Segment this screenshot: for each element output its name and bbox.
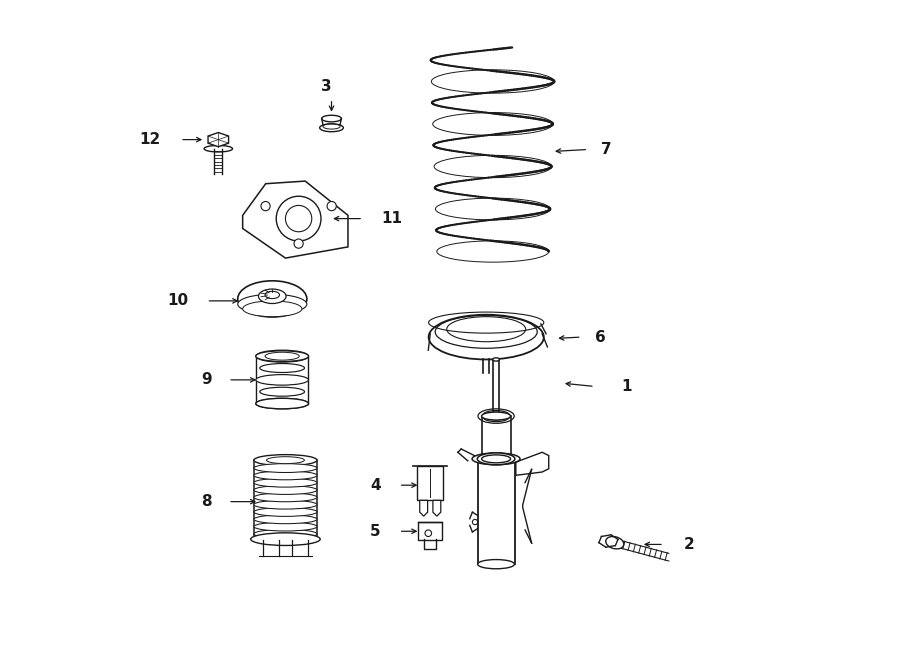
Polygon shape	[419, 500, 428, 516]
Ellipse shape	[238, 294, 307, 314]
Ellipse shape	[238, 281, 307, 317]
Ellipse shape	[493, 358, 500, 361]
Ellipse shape	[254, 463, 317, 473]
Ellipse shape	[321, 115, 341, 122]
Polygon shape	[433, 500, 441, 516]
Ellipse shape	[320, 124, 344, 132]
Circle shape	[425, 530, 432, 537]
Ellipse shape	[478, 560, 515, 568]
Text: 9: 9	[201, 372, 212, 387]
Ellipse shape	[254, 522, 317, 531]
Bar	[417, 466, 444, 500]
Ellipse shape	[472, 453, 520, 465]
Ellipse shape	[256, 351, 309, 362]
Ellipse shape	[256, 375, 309, 385]
Ellipse shape	[477, 453, 515, 465]
Ellipse shape	[254, 500, 317, 509]
Text: 12: 12	[140, 132, 160, 147]
Polygon shape	[208, 132, 229, 147]
Ellipse shape	[254, 493, 317, 502]
Ellipse shape	[254, 455, 317, 466]
Circle shape	[327, 202, 337, 211]
Text: 3: 3	[321, 79, 331, 95]
Circle shape	[294, 239, 303, 249]
Text: 11: 11	[381, 211, 402, 226]
Polygon shape	[243, 181, 348, 258]
Ellipse shape	[254, 529, 317, 538]
Ellipse shape	[254, 471, 317, 480]
Bar	[418, 522, 442, 541]
Text: 6: 6	[595, 330, 606, 344]
Text: 7: 7	[601, 142, 612, 157]
Ellipse shape	[606, 537, 624, 549]
Ellipse shape	[265, 292, 280, 299]
Text: 5: 5	[370, 524, 381, 539]
Ellipse shape	[243, 301, 302, 317]
Ellipse shape	[251, 533, 320, 545]
Circle shape	[285, 206, 311, 232]
Text: 1: 1	[621, 379, 632, 394]
Ellipse shape	[260, 387, 304, 396]
Ellipse shape	[256, 399, 309, 408]
Text: 10: 10	[166, 293, 188, 309]
Ellipse shape	[254, 515, 317, 524]
Ellipse shape	[254, 479, 317, 487]
Ellipse shape	[478, 454, 515, 463]
Ellipse shape	[260, 364, 304, 373]
Ellipse shape	[254, 508, 317, 516]
Ellipse shape	[265, 352, 300, 360]
Ellipse shape	[256, 350, 309, 362]
Ellipse shape	[204, 145, 232, 152]
Ellipse shape	[482, 412, 510, 420]
Circle shape	[276, 196, 321, 241]
Ellipse shape	[256, 399, 309, 408]
Text: 4: 4	[370, 478, 381, 492]
Ellipse shape	[254, 486, 317, 494]
Text: 2: 2	[684, 537, 695, 552]
Circle shape	[261, 202, 270, 211]
Ellipse shape	[258, 289, 286, 303]
Ellipse shape	[266, 457, 304, 463]
Text: 8: 8	[201, 494, 212, 509]
Ellipse shape	[482, 455, 510, 463]
